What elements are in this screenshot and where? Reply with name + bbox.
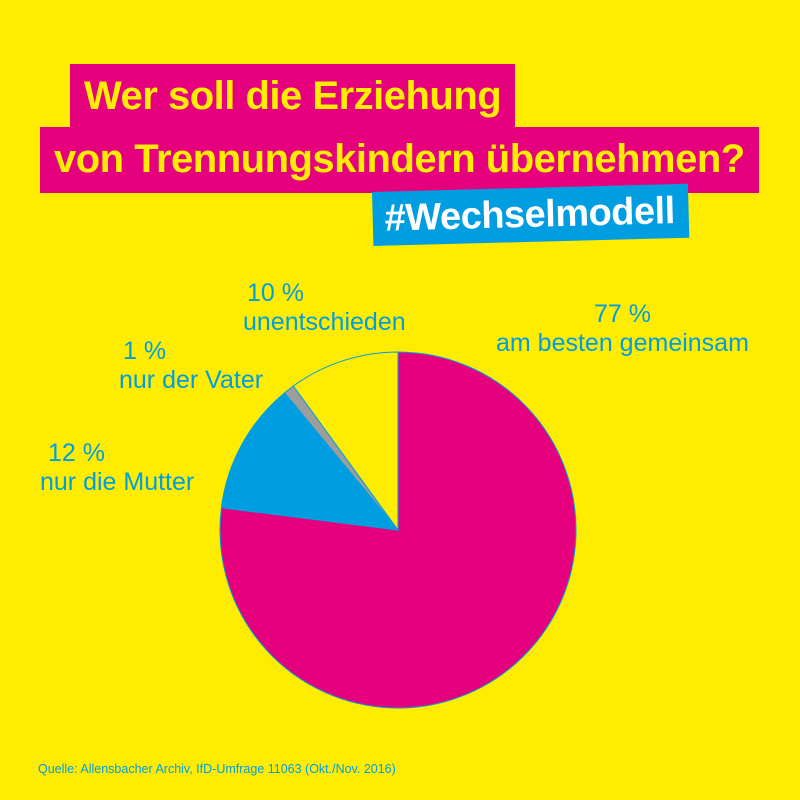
slice-text-gemeinsam: am besten gemeinsam (496, 329, 749, 357)
slice-percent-unentschieden: 10 % (247, 279, 304, 307)
slice-text-vater: nur der Vater (119, 366, 264, 394)
slice-label-vater: 1 % nur der Vater (119, 337, 263, 395)
slice-percent-vater: 1 % (123, 337, 167, 365)
slice-label-mutter: 12 % nur die Mutter (40, 439, 194, 497)
chart-title-line-1: Wer soll die Erziehung (70, 64, 516, 128)
pie-slice-mutter (220, 392, 400, 531)
slice-label-gemeinsam: 77 % am besten gemeinsam (496, 300, 749, 358)
chart-title-line-2: von Trennungskindern übernehmen? (40, 127, 759, 193)
source-note: Quelle: Allensbacher Archiv, IfD-Umfrage… (38, 762, 396, 776)
slice-text-unentschieden: unentschieden (243, 308, 406, 336)
pie-slice-gemeinsam (219, 351, 577, 709)
slice-percent-gemeinsam: 77 % (593, 300, 651, 328)
slice-text-mutter: nur die Mutter (40, 468, 195, 496)
slice-label-unentschieden: 10 % unentschieden (243, 279, 406, 337)
pie-slice-unentschieden (292, 351, 399, 532)
slice-percent-mutter: 12 % (48, 439, 105, 467)
